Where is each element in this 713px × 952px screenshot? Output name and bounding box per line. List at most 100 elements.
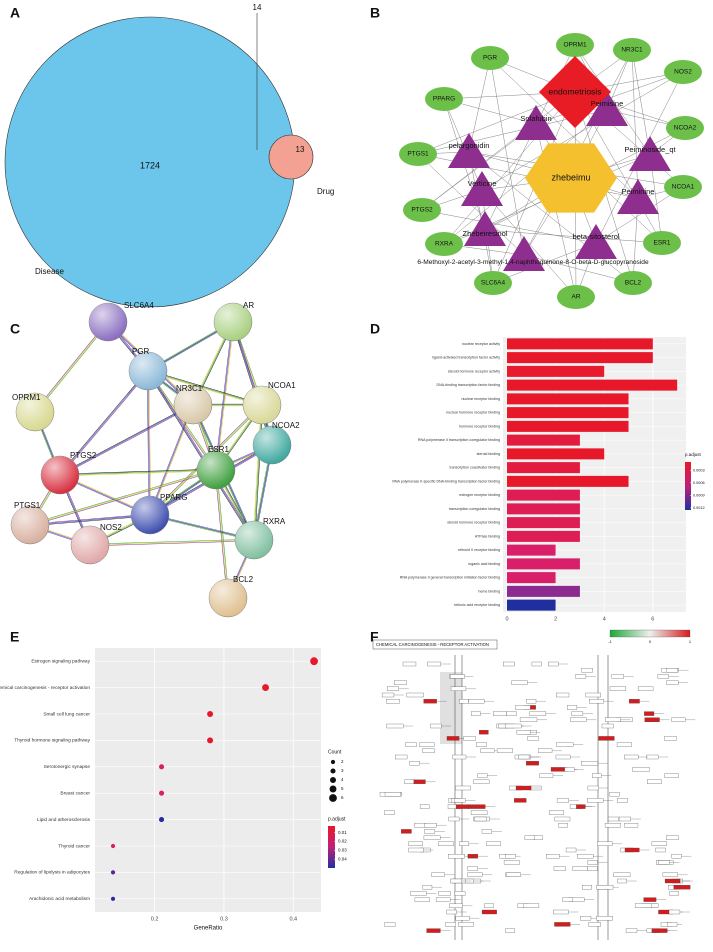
target-node [643, 231, 681, 255]
count-label: 13 [296, 145, 305, 154]
y-tick-label: transcription coregulator binding [449, 507, 500, 511]
gene-box [476, 742, 487, 747]
legend-dot [329, 785, 337, 793]
colorbar-label: 0.0012 [693, 506, 705, 510]
plot-background [503, 337, 686, 612]
gene-box [477, 773, 488, 778]
target-node [666, 116, 704, 140]
edge [215, 321, 234, 471]
y-tick-label: Thyroid cancer [58, 843, 90, 849]
edge [468, 57, 491, 153]
colorbar [328, 826, 335, 868]
gene-box [470, 810, 488, 815]
y-tick-label: hormone receptor binding [459, 424, 500, 428]
node-gloss [235, 521, 273, 559]
target-label: ESR1 [654, 240, 671, 247]
compound-node [575, 224, 617, 259]
edge [29, 468, 216, 525]
edge [574, 44, 651, 156]
gene-box [473, 779, 490, 784]
disease-label: endometriosis [549, 86, 602, 96]
protein-label: NOS2 [100, 523, 122, 532]
gene-box [577, 854, 594, 859]
panel-label: A [10, 5, 20, 21]
compound-label: Zhebeiresinol [462, 229, 507, 238]
bar [507, 585, 580, 597]
target-label: AR [571, 294, 580, 301]
edge [89, 538, 254, 545]
gene-box [452, 754, 467, 760]
compound-label: Solafubin [520, 114, 551, 123]
edge [35, 322, 109, 413]
node-gloss [209, 579, 247, 617]
gene-box [438, 841, 454, 846]
gene-box [556, 798, 569, 803]
edge [231, 322, 272, 446]
protein-label: ESR1 [208, 445, 229, 454]
gene-box [384, 810, 395, 815]
dot [110, 843, 116, 849]
gene-box [605, 717, 621, 722]
target-node [474, 271, 512, 295]
edge [59, 468, 216, 475]
edge [254, 405, 264, 541]
gene-box [427, 661, 442, 667]
y-tick-label: RNA polymerase II-specific DNA-binding t… [392, 479, 500, 483]
gene-box [526, 761, 539, 766]
dot [207, 737, 214, 744]
panel-label: B [370, 5, 380, 21]
y-tick-label: Small cell lung cancer [43, 711, 90, 717]
gene-box [667, 922, 678, 927]
protein-label: PPARG [160, 493, 187, 502]
gene-box [450, 686, 467, 691]
node-gloss [214, 303, 252, 341]
colorbar-label: 0.0009 [693, 493, 705, 497]
compound-label: pelargonidin [449, 141, 490, 150]
gene-box [422, 748, 435, 753]
target-node [425, 87, 463, 111]
gene-box [576, 804, 586, 809]
gene-box [414, 897, 430, 902]
gene-box [556, 692, 570, 698]
edge [89, 539, 255, 546]
bar [507, 530, 580, 542]
gene-box [567, 705, 578, 710]
edge [59, 370, 148, 475]
edge [148, 370, 152, 515]
y-tick-label: steroid hormone receptor binding [447, 521, 500, 525]
edge [421, 209, 597, 244]
edge [253, 404, 263, 541]
legend-label: 6 [341, 795, 344, 800]
gene-box [387, 686, 399, 691]
node-gloss [16, 393, 54, 431]
gene-box [505, 928, 515, 933]
edge [147, 370, 263, 406]
gene-box [504, 723, 522, 729]
gene-box [556, 742, 574, 747]
gene-box [455, 916, 470, 921]
bar [507, 420, 629, 432]
gene-box [581, 761, 599, 766]
edge [60, 405, 194, 477]
gene-box [588, 922, 601, 927]
gene-box [625, 928, 638, 933]
target-node [557, 285, 595, 309]
protein-label: NCOA2 [272, 421, 300, 430]
bar [507, 503, 580, 515]
gene-box [581, 668, 593, 673]
gene-box [658, 860, 670, 865]
compound-node [617, 179, 659, 214]
y-tick-label: heme binding [478, 589, 500, 593]
gene-box [666, 668, 678, 673]
gene-box [474, 816, 487, 822]
gene-box [587, 866, 598, 871]
gene-box [651, 928, 668, 933]
x-tick-label: 2 [554, 616, 557, 622]
target-label: PPARG [433, 96, 455, 103]
edge [59, 403, 193, 475]
gene-box [598, 736, 615, 741]
gene-box [455, 785, 471, 791]
bar [507, 365, 605, 377]
target-label: PGR [483, 55, 497, 62]
bar [507, 393, 629, 405]
